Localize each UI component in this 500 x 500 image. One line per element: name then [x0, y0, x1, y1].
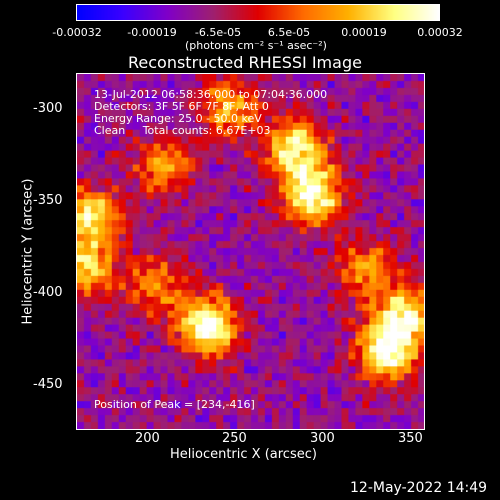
x-tick-label: 250 — [222, 431, 247, 446]
y-tick-label: -400 — [33, 285, 63, 300]
colorbar-tick-label: 0.00019 — [341, 26, 387, 39]
colorbar-tick-label: 0.00032 — [417, 26, 463, 39]
colorbar-tick-label: -0.00019 — [127, 26, 177, 39]
y-tick-label: -350 — [33, 193, 63, 208]
colorbar-units-label: (photons cm⁻² s⁻¹ asec⁻²) — [185, 39, 327, 52]
chart-title: Reconstructed RHESSI Image — [128, 53, 362, 72]
y-axis-label: Heliocentric Y (arcsec) — [20, 178, 36, 325]
colorbar-tick-label: -0.00032 — [52, 26, 102, 39]
colorbar-gradient — [77, 5, 439, 20]
annotation-detectors: Detectors: 3F 5F 6F 7F 8F, Att 0 — [94, 100, 269, 113]
annotation-time-range: 13-Jul-2012 06:58:36.000 to 07:04:36.000 — [94, 88, 328, 101]
y-tick-label: -450 — [33, 377, 63, 392]
colorbar-tick-label: -6.5e-05 — [194, 26, 242, 39]
annotation-peak: Position of Peak = [234,-416] — [94, 398, 255, 411]
footer-timestamp: 12-May-2022 14:49 — [350, 480, 488, 496]
annotation-clean: Clean Total counts: 6.67E+03 — [94, 124, 271, 137]
x-axis-label: Heliocentric X (arcsec) — [170, 447, 317, 462]
x-tick-label: 300 — [310, 431, 335, 446]
annotation-energy-range: Energy Range: 25.0 - 50.0 keV — [94, 112, 262, 125]
heatmap-plot-area: 13-Jul-2012 06:58:36.000 to 07:04:36.000… — [76, 73, 425, 430]
y-tick-label: -300 — [33, 101, 63, 116]
colorbar — [76, 4, 440, 21]
colorbar-tick-label: 6.5e-05 — [267, 26, 311, 39]
x-tick-label: 200 — [135, 431, 160, 446]
x-tick-label: 350 — [398, 431, 423, 446]
heatmap-image — [77, 74, 424, 429]
